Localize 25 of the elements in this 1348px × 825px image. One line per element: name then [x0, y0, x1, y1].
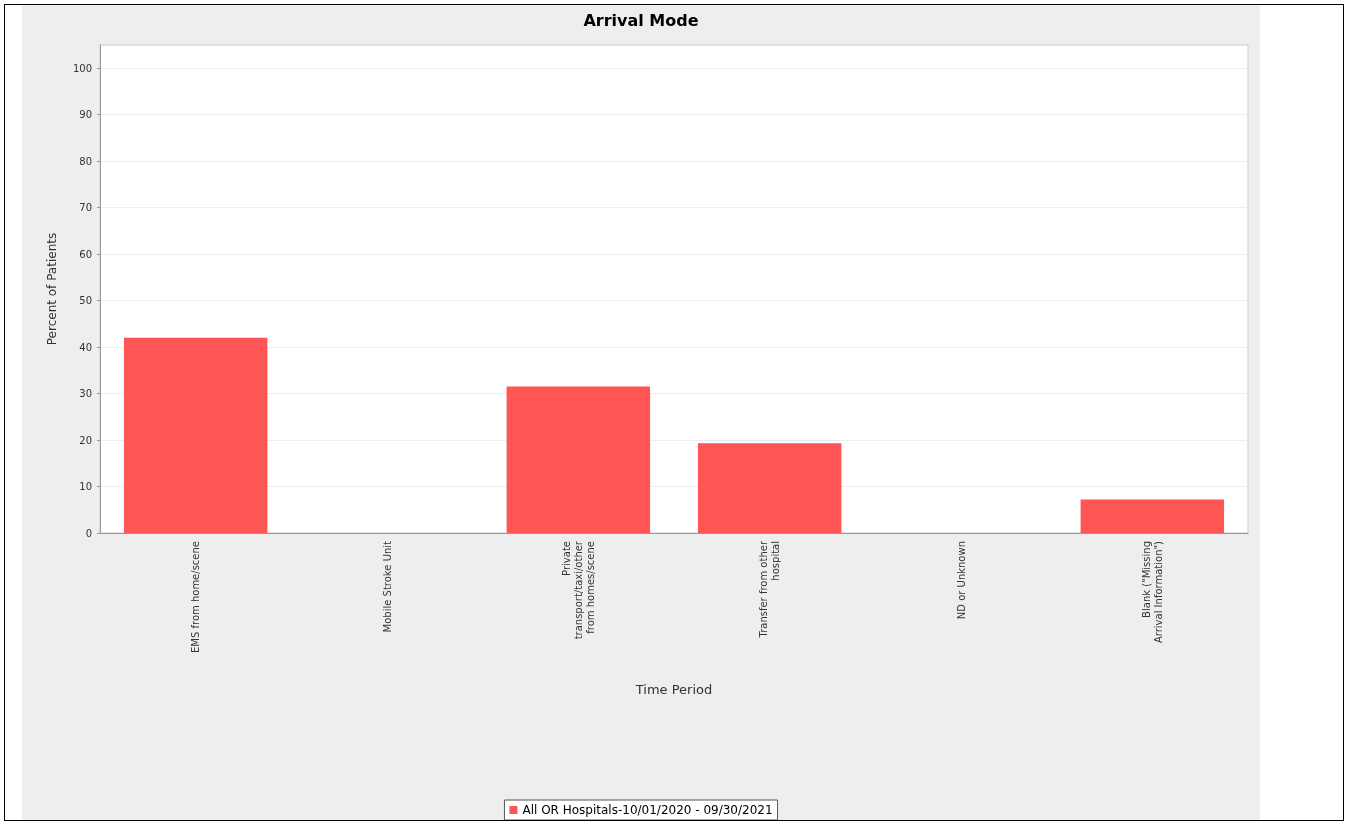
chart-title: Arrival Mode	[583, 10, 699, 30]
y-tick-label: 80	[79, 155, 92, 167]
bar	[697, 443, 842, 533]
y-tick-label: 70	[79, 202, 92, 214]
legend-label: All OR Hospitals-10/01/2020 - 09/30/2021	[522, 803, 773, 817]
x-tick-label: Blank ("Missing Arrival Information")	[1140, 540, 1164, 644]
y-tick-label: 40	[79, 341, 92, 353]
y-tick-label: 20	[79, 434, 92, 446]
x-tick-label: Mobile Stroke Unit	[381, 540, 393, 633]
bar	[506, 386, 651, 533]
y-tick-label: 60	[79, 248, 92, 260]
y-axis-title: Percent of Patients	[45, 232, 59, 346]
x-tick-label: ND or Unknown	[955, 541, 967, 620]
x-tick-label: Private transport/taxi/other from homes/scene	[560, 540, 596, 640]
y-tick-label: 100	[72, 62, 92, 74]
x-tick-label: Transfer from other hospital	[758, 540, 782, 639]
bar	[123, 337, 268, 533]
y-tick-label: 0	[85, 527, 92, 539]
y-tick-label: 30	[79, 388, 92, 400]
y-tick-label: 50	[79, 295, 92, 307]
x-tick-label: EMS from home/scene	[190, 541, 202, 653]
y-tick-label: 90	[79, 109, 92, 121]
bar	[1080, 499, 1225, 533]
x-axis-title: Time Period	[634, 682, 713, 697]
y-tick-label: 10	[79, 481, 92, 493]
